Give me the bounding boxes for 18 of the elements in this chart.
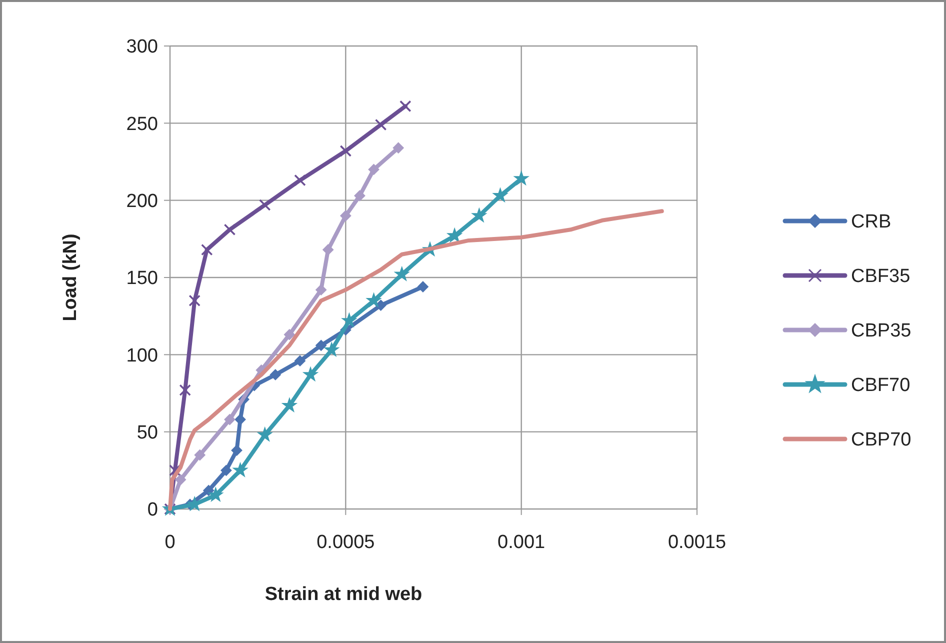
legend-label: CBF35	[851, 266, 910, 288]
y-tick-label: 100	[126, 345, 158, 366]
y-tick-label: 50	[136, 422, 158, 444]
legend-label: CBP35	[851, 320, 912, 342]
x-tick-label: 0	[164, 532, 176, 553]
legend-label: CBF70	[851, 375, 910, 396]
x-tick-label: 0.0015	[668, 532, 726, 553]
x-tick-label: 0.0005	[316, 532, 375, 553]
y-axis-title: Load (kN)	[60, 234, 81, 322]
legend-label: CRB	[851, 212, 892, 233]
y-tick-label: 250	[126, 114, 158, 135]
y-tick-label: 200	[126, 190, 158, 212]
x-axis-title: Strain at mid web	[264, 584, 422, 605]
y-tick-label: 300	[126, 36, 158, 58]
x-tick-label: 0.001	[498, 532, 546, 553]
y-tick-label: 0	[147, 500, 158, 521]
y-tick-label: 150	[126, 268, 158, 290]
legend-label: CBP70	[851, 430, 912, 451]
